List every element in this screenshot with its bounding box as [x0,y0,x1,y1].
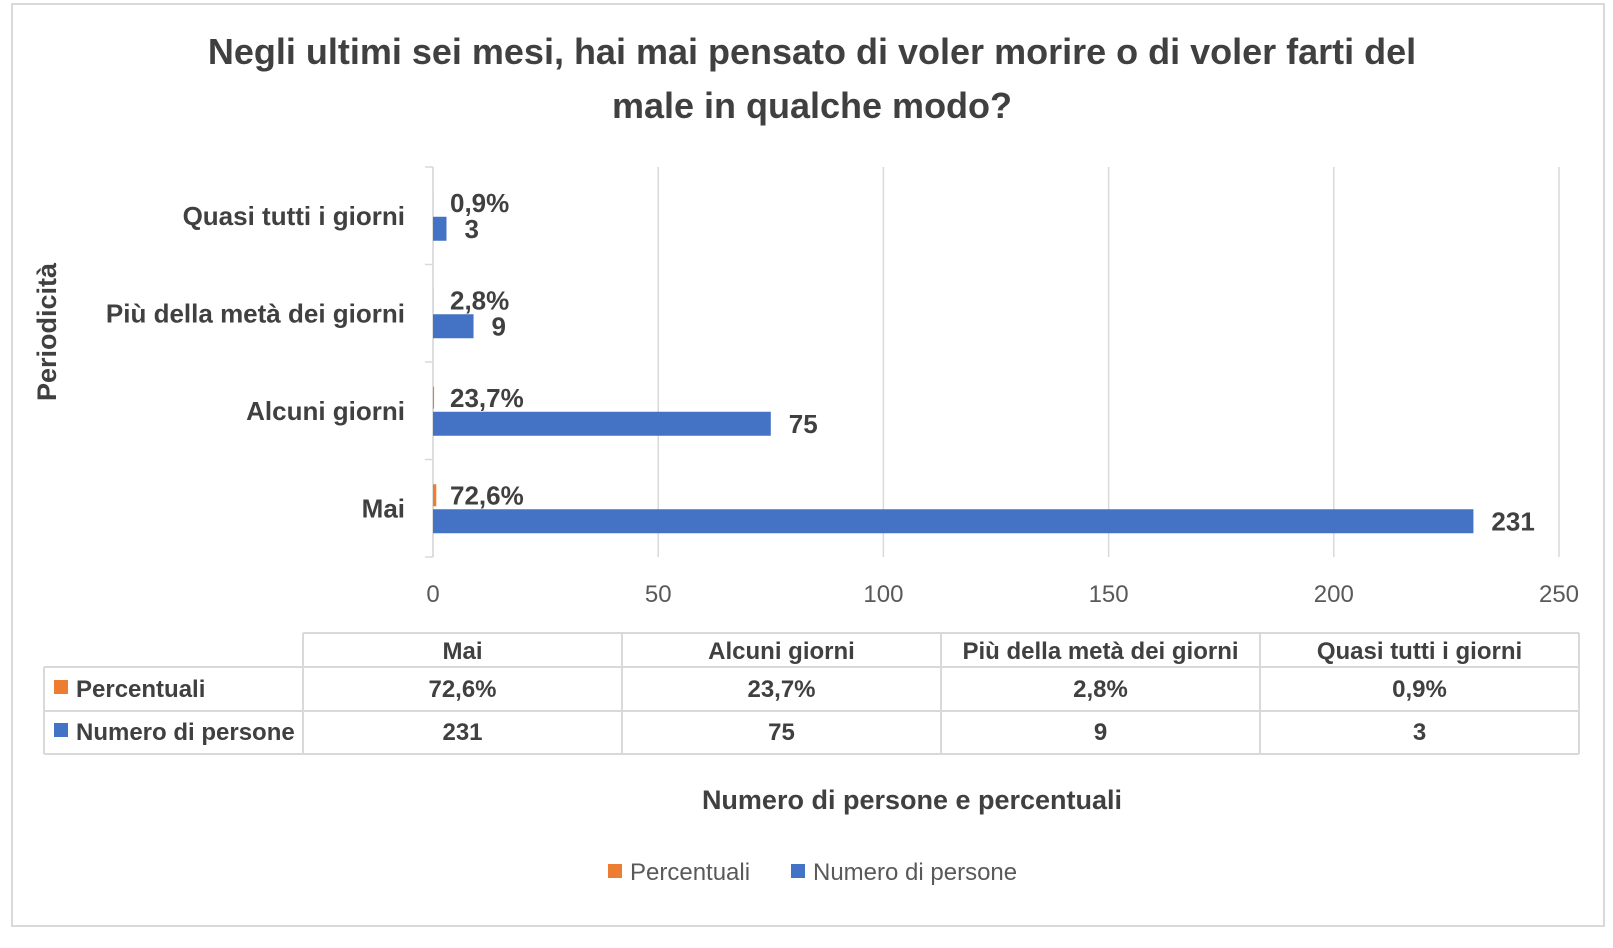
legend-label-numero-di-persone: Numero di persone [813,859,1017,886]
data-label-percentuali: 0,9% [450,188,509,218]
table-cell: 9 [1094,719,1107,746]
chart-title-line1: Negli ultimi sei mesi, hai mai pensato d… [208,31,1416,72]
data-label-numero-di-persone: 75 [789,409,818,439]
bar-numero-di-persone [433,217,447,241]
bar-numero-di-persone [433,412,771,436]
table-header-cell: Quasi tutti i giorni [1317,638,1522,665]
table-legend-key [54,723,68,737]
bar-numero-di-persone [433,314,474,338]
table-cell: 231 [442,719,482,746]
x-tick-label: 0 [426,581,439,608]
table-header-cell: Più della metà dei giorni [962,638,1238,665]
table-legend-key [54,680,68,694]
table-header-cell: Alcuni giorni [708,638,855,665]
table-cell: 23,7% [747,676,815,703]
bar-numero-di-persone [433,509,1473,533]
table-row-header: Numero di persone [76,719,295,746]
table-cell: 3 [1413,719,1426,746]
x-tick-label: 150 [1089,581,1129,608]
table-header-cell: Mai [442,638,482,665]
legend: Percentuali Numero di persone [608,859,1017,886]
x-tick-label: 200 [1314,581,1354,608]
x-tick-label: 100 [863,581,903,608]
table-cell: 2,8% [1073,676,1128,703]
data-label-numero-di-persone: 231 [1491,506,1534,536]
table-cell: 72,6% [428,676,496,703]
data-label-percentuali: 23,7% [450,383,524,413]
category-label: Quasi tutti i giorni [183,201,405,231]
legend-swatch-numero-di-persone [791,864,805,878]
legend-label-percentuali: Percentuali [630,859,750,886]
data-label-percentuali: 72,6% [450,480,524,510]
chart-title-line2: male in qualche modo? [612,85,1012,126]
bar-percentuali [433,484,436,506]
data-label-numero-di-persone: 9 [492,311,506,341]
category-label: Più della metà dei giorni [106,298,405,328]
table-cell: 0,9% [1392,676,1447,703]
x-axis-title: Numero di persone e percentuali [702,785,1122,815]
table-cell: 75 [768,719,795,746]
data-label-numero-di-persone: 3 [465,214,479,244]
category-label: Mai [362,493,405,523]
x-tick-label: 50 [645,581,672,608]
y-axis-title: Periodicità [32,262,62,401]
table-row-header: Percentuali [76,676,205,703]
category-label: Alcuni giorni [246,396,405,426]
x-tick-label: 250 [1539,581,1579,608]
legend-swatch-percentuali [608,864,622,878]
bar-percentuali [433,387,434,409]
